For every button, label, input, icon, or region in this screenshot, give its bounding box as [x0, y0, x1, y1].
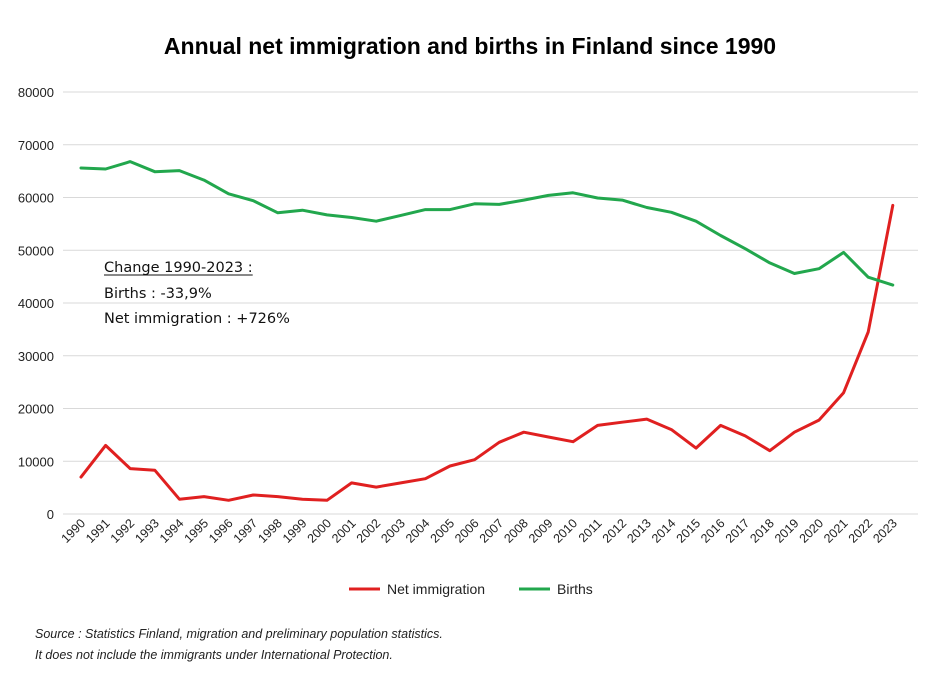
- y-tick-label: 60000: [18, 191, 54, 206]
- y-tick-label: 20000: [18, 402, 54, 417]
- y-tick-label: 0: [47, 507, 54, 522]
- series-line-net-immigration: [79, 203, 895, 502]
- y-tick-label: 70000: [18, 138, 54, 153]
- annotation-heading: Change 1990-2023 :: [104, 260, 253, 276]
- annotation-births-change: Births : -33,9%: [104, 286, 212, 302]
- chart-title: Annual net immigration and births in Fin…: [164, 33, 776, 59]
- y-tick-label: 10000: [18, 454, 54, 469]
- change-annotation: Change 1990-2023 : Births : -33,9% Net i…: [104, 260, 290, 327]
- exclusion-note: It does not include the immigrants under…: [35, 648, 393, 662]
- series-line-births: [79, 160, 895, 287]
- annotation-immigration-change: Net immigration : +726%: [104, 311, 290, 327]
- legend: Net immigration Births: [349, 581, 593, 597]
- legend-label-births: Births: [557, 581, 593, 597]
- y-tick-label: 50000: [18, 243, 54, 258]
- y-tick-label: 80000: [18, 85, 54, 100]
- y-tick-label: 40000: [18, 296, 54, 311]
- series-lines: [79, 160, 895, 502]
- legend-label-net-immigration: Net immigration: [387, 581, 485, 597]
- source-note: Source : Statistics Finland, migration a…: [35, 627, 443, 641]
- gridlines: [63, 91, 918, 515]
- y-tick-label: 30000: [18, 349, 54, 364]
- y-axis-tick-labels: 0 10000 20000 30000 40000 50000 60000 70000 8000…: [18, 85, 54, 522]
